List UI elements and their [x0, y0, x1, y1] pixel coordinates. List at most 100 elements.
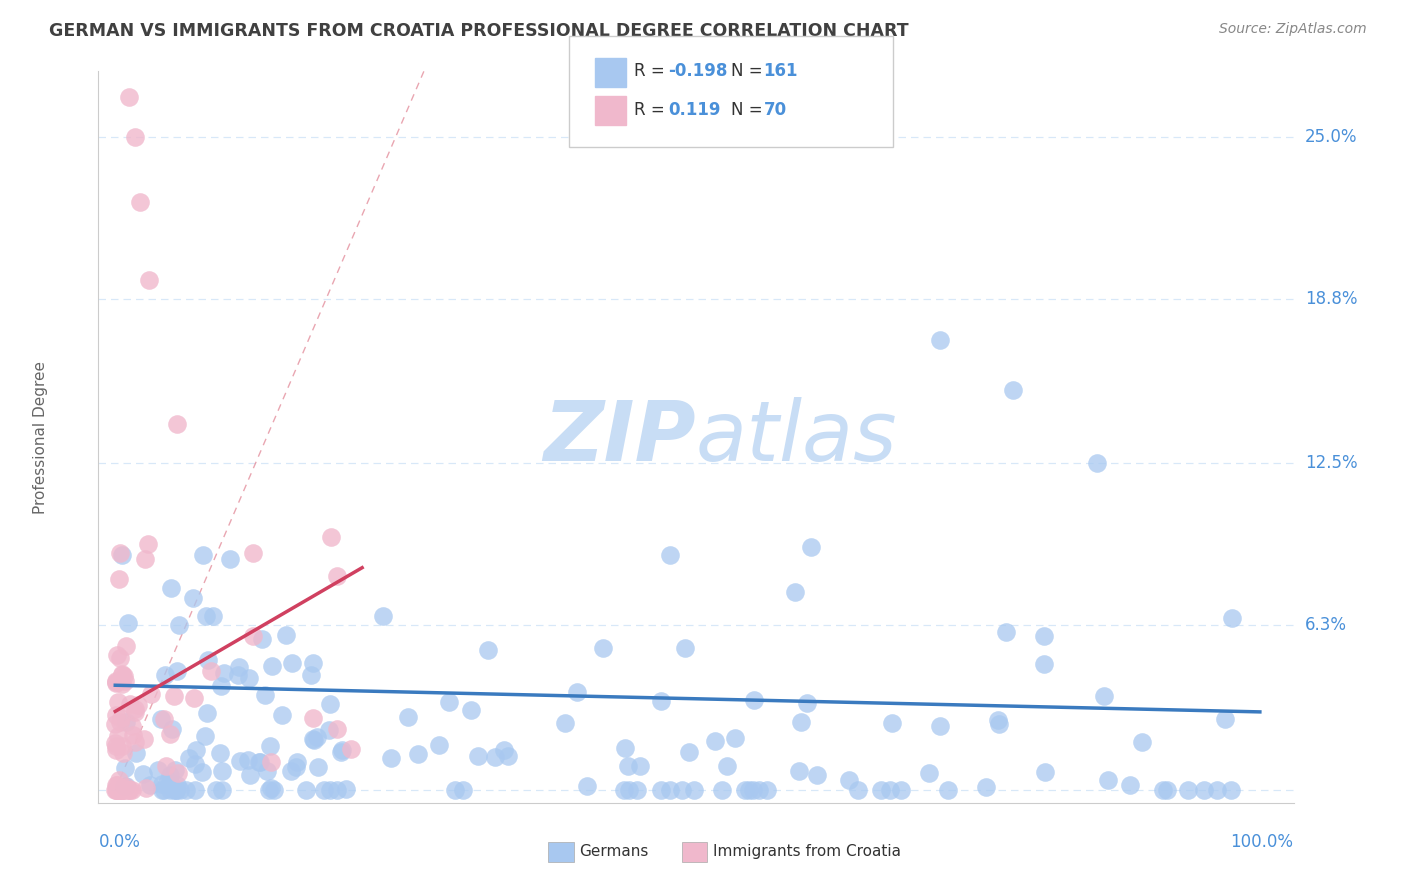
Point	[314, 782, 336, 797]
Point	[108, 651, 131, 665]
Point	[205, 782, 228, 797]
Point	[617, 758, 640, 772]
Point	[118, 782, 141, 797]
Point	[494, 743, 516, 757]
Point	[326, 569, 349, 583]
Point	[149, 712, 172, 726]
Point	[211, 764, 233, 778]
Point	[790, 714, 813, 729]
Point	[890, 782, 912, 797]
Point	[107, 730, 129, 744]
Point	[1220, 611, 1243, 625]
Point	[159, 768, 181, 782]
Point	[259, 782, 281, 797]
Point	[114, 780, 136, 795]
Point	[247, 755, 270, 769]
Point	[111, 782, 134, 797]
Point	[236, 753, 259, 767]
Point	[212, 666, 235, 681]
Point	[122, 728, 145, 742]
Point	[565, 685, 588, 699]
Point	[242, 546, 264, 560]
Point	[138, 779, 160, 793]
Point	[1206, 782, 1229, 797]
Point	[675, 641, 697, 656]
Point	[211, 782, 233, 797]
Text: 25.0%: 25.0%	[1305, 128, 1357, 145]
Point	[104, 676, 127, 690]
Text: R =: R =	[634, 62, 671, 80]
Point	[112, 746, 135, 760]
Text: N =: N =	[731, 62, 768, 80]
Point	[256, 764, 278, 778]
Point	[280, 764, 302, 778]
Point	[160, 582, 183, 596]
Point	[139, 688, 162, 702]
Point	[155, 759, 177, 773]
Point	[1177, 782, 1199, 797]
Point	[238, 671, 260, 685]
Point	[626, 782, 648, 797]
Point	[302, 732, 325, 747]
Point	[260, 755, 283, 769]
Point	[138, 273, 160, 287]
Point	[228, 660, 250, 674]
Point	[929, 334, 952, 348]
Point	[444, 782, 467, 797]
Point	[108, 780, 131, 794]
Point	[183, 691, 205, 706]
Point	[260, 658, 283, 673]
Point	[114, 639, 136, 653]
Point	[671, 782, 693, 797]
Point	[1097, 772, 1119, 787]
Point	[104, 778, 127, 792]
Point	[117, 782, 139, 797]
Point	[165, 782, 187, 797]
Point	[153, 668, 176, 682]
Point	[704, 734, 727, 748]
Text: 0.119: 0.119	[668, 101, 720, 119]
Point	[104, 782, 127, 797]
Point	[796, 696, 818, 710]
Point	[329, 745, 352, 759]
Text: 12.5%: 12.5%	[1305, 454, 1357, 472]
Point	[1152, 782, 1174, 797]
Text: GERMAN VS IMMIGRANTS FROM CROATIA PROFESSIONAL DEGREE CORRELATION CHART: GERMAN VS IMMIGRANTS FROM CROATIA PROFES…	[49, 22, 908, 40]
Point	[987, 713, 1010, 727]
Text: -0.198: -0.198	[668, 62, 727, 80]
Point	[302, 656, 325, 670]
Point	[136, 537, 159, 551]
Point	[181, 591, 204, 606]
Text: 18.8%: 18.8%	[1305, 290, 1357, 308]
Point	[340, 741, 363, 756]
Point	[150, 782, 173, 797]
Point	[124, 702, 146, 716]
Point	[114, 714, 136, 729]
Text: 70: 70	[763, 101, 786, 119]
Point	[105, 782, 128, 797]
Point	[1119, 778, 1142, 792]
Point	[132, 766, 155, 780]
Text: R =: R =	[634, 101, 671, 119]
Point	[848, 782, 870, 797]
Point	[115, 779, 138, 793]
Point	[576, 780, 599, 794]
Text: atlas: atlas	[696, 397, 897, 477]
Point	[134, 731, 156, 746]
Point	[1085, 456, 1108, 470]
Text: Professional Degree: Professional Degree	[32, 360, 48, 514]
Point	[153, 782, 176, 797]
Point	[460, 703, 482, 717]
Point	[974, 780, 997, 794]
Point	[484, 750, 506, 764]
Point	[936, 782, 959, 797]
Point	[160, 722, 183, 736]
Point	[112, 779, 135, 793]
Point	[184, 782, 207, 797]
Point	[302, 711, 325, 725]
Point	[163, 763, 186, 777]
Point	[1001, 383, 1024, 397]
Point	[105, 743, 128, 757]
Point	[918, 766, 941, 780]
Point	[169, 782, 191, 797]
